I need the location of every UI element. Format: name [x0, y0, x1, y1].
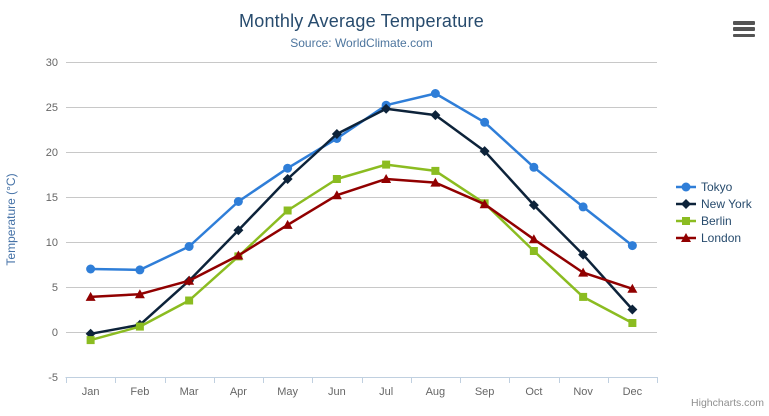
x-axis-tick-label: Jan [82, 386, 100, 398]
data-point-marker[interactable] [529, 247, 538, 255]
data-point-marker[interactable] [681, 182, 691, 191]
data-point-marker[interactable] [85, 291, 96, 301]
data-point-marker[interactable] [332, 175, 341, 183]
data-point-marker[interactable] [381, 103, 392, 114]
credits-link[interactable]: Highcharts.com [691, 397, 764, 409]
x-axis-tick-label: Jun [328, 386, 346, 398]
chart-title: Monthly Average Temperature [239, 11, 484, 31]
data-point-marker[interactable] [282, 174, 293, 184]
legend-item-berlin[interactable]: Berlin [676, 212, 752, 229]
x-axis-tick-label: Aug [426, 386, 446, 398]
x-axis-tick-label: Sep [475, 386, 495, 398]
data-point-marker[interactable] [578, 249, 589, 260]
triangle-legend-marker-icon [676, 232, 696, 242]
data-point-marker[interactable] [283, 163, 293, 173]
export-menu-button[interactable] [733, 21, 755, 37]
y-axis-tick-label: 25 [46, 102, 58, 114]
data-point-marker[interactable] [135, 322, 144, 331]
legend-item-tokyo[interactable]: Tokyo [676, 178, 752, 195]
chart-subtitle: Source: WorldClimate.com [290, 36, 433, 50]
x-axis-tick-label: Feb [130, 386, 149, 398]
y-axis-tick-label: 10 [46, 237, 58, 249]
y-axis-tick-label: -5 [48, 372, 58, 384]
data-point-marker[interactable] [233, 250, 244, 260]
data-point-marker[interactable] [135, 265, 145, 275]
legend-item-london[interactable]: London [676, 229, 752, 246]
data-point-marker[interactable] [233, 197, 243, 206]
series-london [85, 174, 638, 301]
data-point-marker[interactable] [233, 225, 244, 236]
data-point-marker[interactable] [681, 232, 691, 242]
data-point-marker[interactable] [529, 162, 539, 172]
square-legend-marker-icon [676, 216, 696, 225]
x-axis-tick-label: Dec [623, 386, 643, 398]
y-axis-tick-label: 5 [52, 282, 58, 294]
data-point-marker[interactable] [382, 160, 391, 169]
legend: Tokyo New York Berlin London [676, 178, 752, 246]
data-point-marker[interactable] [134, 289, 145, 299]
diamond-legend-marker-icon [676, 198, 696, 209]
data-point-marker[interactable] [282, 219, 293, 229]
data-point-marker[interactable] [627, 283, 638, 293]
data-point-marker[interactable] [528, 234, 539, 244]
data-point-marker[interactable] [331, 190, 342, 200]
data-point-marker[interactable] [184, 242, 194, 251]
legend-item-label: Tokyo [701, 179, 733, 194]
x-axis-tick-label: Jul [379, 386, 393, 398]
data-point-marker[interactable] [681, 198, 691, 209]
y-axis-tick-label: 20 [46, 147, 58, 159]
data-point-marker[interactable] [578, 267, 589, 277]
data-point-marker[interactable] [283, 206, 292, 215]
data-point-marker[interactable] [480, 117, 490, 127]
hamburger-icon [733, 33, 755, 37]
x-axis-tick-label: May [277, 386, 298, 398]
y-axis-title: Temperature (°C) [4, 173, 18, 265]
data-point-marker[interactable] [430, 177, 441, 187]
series-line [89, 107, 634, 336]
data-point-marker[interactable] [185, 296, 194, 305]
data-point-marker[interactable] [627, 241, 637, 251]
hamburger-icon [733, 21, 755, 25]
data-point-marker[interactable] [682, 216, 690, 225]
data-point-marker[interactable] [86, 336, 95, 345]
series-line [89, 163, 634, 342]
data-point-marker[interactable] [579, 292, 588, 301]
legend-item-label: New York [701, 196, 752, 211]
data-point-marker[interactable] [86, 264, 96, 274]
x-axis-tick-label: Oct [525, 386, 542, 398]
data-point-marker[interactable] [628, 319, 637, 327]
series-line [89, 92, 634, 272]
series-new-york [85, 103, 638, 339]
data-point-marker[interactable] [184, 275, 195, 285]
data-point-marker[interactable] [479, 199, 490, 209]
y-axis-tick-label: 30 [46, 57, 58, 69]
data-point-marker[interactable] [528, 200, 539, 211]
data-point-marker[interactable] [430, 89, 440, 98]
x-axis-tick-label: Nov [573, 386, 593, 398]
y-axis-tick-label: 15 [46, 192, 58, 204]
hamburger-icon [733, 27, 755, 31]
x-axis-tick-label: Mar [180, 386, 199, 398]
data-point-marker[interactable] [578, 202, 588, 212]
data-point-marker[interactable] [430, 110, 441, 121]
series-line [89, 177, 634, 299]
data-point-marker[interactable] [431, 166, 440, 175]
x-axis-tick-label: Apr [230, 386, 247, 398]
legend-item-new-york[interactable]: New York [676, 195, 752, 212]
data-point-marker[interactable] [381, 174, 392, 183]
y-axis-tick-label: 0 [52, 327, 58, 339]
data-point-marker[interactable] [479, 146, 490, 157]
legend-item-label: Berlin [701, 213, 732, 228]
legend-item-label: London [701, 230, 742, 245]
series-tokyo [86, 89, 637, 275]
data-point-marker[interactable] [331, 129, 342, 139]
data-point-marker[interactable] [627, 304, 638, 315]
circle-legend-marker-icon [676, 182, 696, 191]
